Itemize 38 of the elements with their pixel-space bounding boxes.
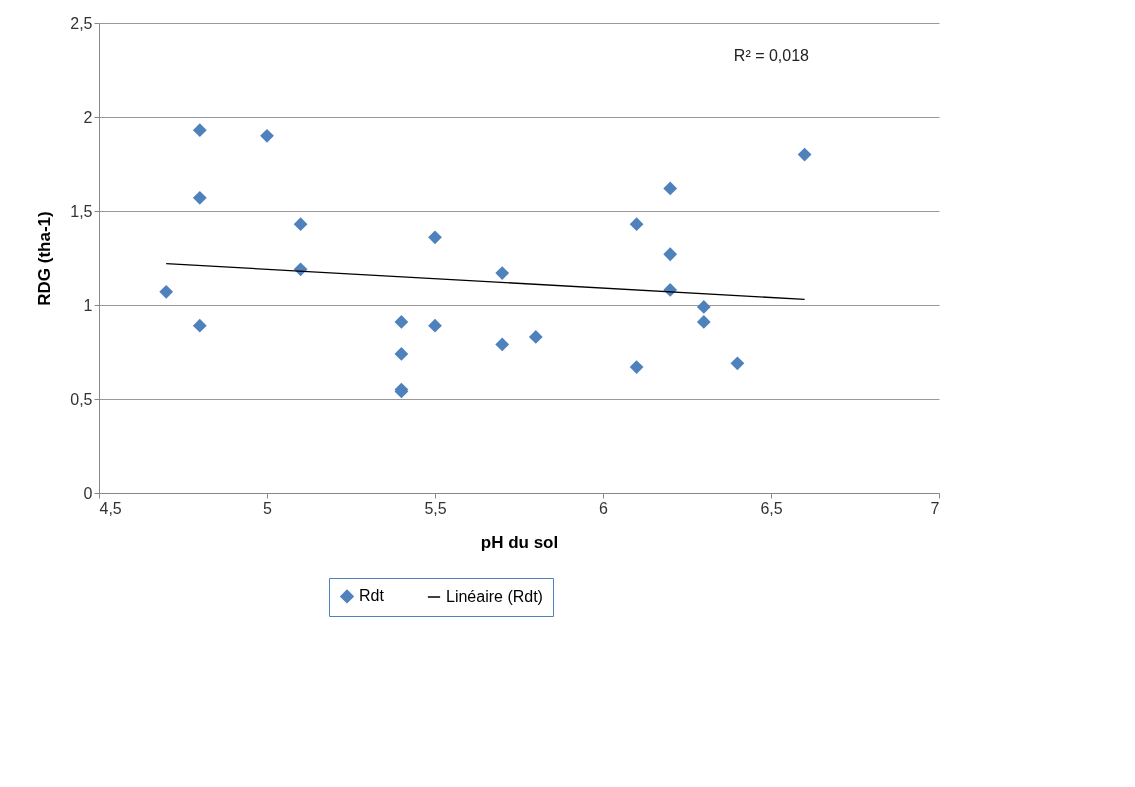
point [696, 299, 711, 314]
point [394, 346, 409, 361]
point [629, 360, 644, 374]
point [629, 217, 644, 232]
y-axis-title: RDG (tha-1) [35, 211, 55, 306]
point [696, 315, 711, 329]
point [495, 266, 510, 280]
point [663, 247, 678, 262]
point [663, 181, 678, 196]
legend-label: Rdt [359, 587, 385, 605]
point [192, 318, 207, 333]
x-tick-label: 7 [930, 499, 940, 517]
y-tick-label: 1,5 [70, 202, 93, 220]
point [730, 356, 745, 371]
x-tick-label: 6 [599, 499, 609, 517]
y-tick-label: 0 [83, 484, 93, 502]
y-tick-label: 0,5 [70, 390, 93, 408]
y-tick-label: 2,5 [70, 14, 93, 32]
point [192, 123, 207, 138]
x-tick-label: 5,5 [424, 499, 447, 517]
point [797, 147, 812, 162]
point [192, 190, 207, 205]
x-tick-label: 5 [263, 499, 273, 517]
x-axis-title: pH du sol [480, 532, 559, 552]
y-tick-label: 2 [83, 108, 93, 126]
annotation: R² = 0,018 [733, 47, 810, 64]
x-tick-label: 4,5 [99, 499, 122, 517]
x-tick-label: 6,5 [760, 499, 783, 517]
y-tick-label: 1 [83, 296, 93, 314]
point [495, 337, 510, 352]
point [159, 284, 174, 299]
point [428, 318, 442, 333]
point [428, 230, 442, 245]
point [293, 217, 308, 232]
point [528, 330, 543, 344]
point [394, 315, 409, 329]
point [260, 128, 274, 143]
legend-label: Linéaire (Rdt) [446, 588, 543, 605]
